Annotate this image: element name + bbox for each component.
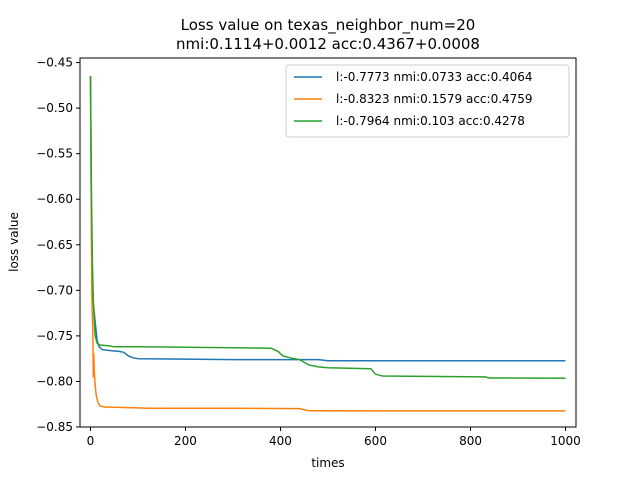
series-line-3 bbox=[89, 76, 566, 379]
legend-entry-3: l:-0.7964 nmi:0.103 acc:0.4278 bbox=[336, 114, 525, 128]
legend-box bbox=[285, 64, 570, 138]
y-tick-label: −0.85 bbox=[36, 420, 73, 434]
x-tick-label: 1000 bbox=[550, 434, 581, 448]
x-tick-label: 0 bbox=[87, 434, 95, 448]
y-tick-label: −0.45 bbox=[36, 56, 73, 70]
chart-subtitle: nmi:0.1114+0.0012 acc:0.4367+0.0008 bbox=[176, 35, 480, 53]
y-tick-label: −0.55 bbox=[36, 147, 73, 161]
x-axis-label: times bbox=[311, 456, 344, 470]
y-tick-label: −0.50 bbox=[36, 101, 73, 115]
y-ticks: −0.85 −0.80 −0.75 −0.70 −0.65 −0.60 −0.55 −0.50… bbox=[36, 56, 80, 434]
series-layer bbox=[89, 76, 566, 412]
x-tick-label: 400 bbox=[269, 434, 292, 448]
x-tick-label: 800 bbox=[459, 434, 482, 448]
legend-entry-2: l:-0.8323 nmi:0.1579 acc:0.4759 bbox=[336, 92, 533, 106]
y-tick-label: −0.70 bbox=[36, 283, 73, 297]
legend: l:-0.7773 nmi:0.0733 acc:0.4064 l:-0.8323… bbox=[285, 64, 570, 138]
x-tick-label: 600 bbox=[364, 434, 387, 448]
chart-title: Loss value on texas_neighbor_num=20 bbox=[180, 16, 476, 34]
x-ticks: 0 200 400 600 800 1000 bbox=[87, 427, 581, 448]
series-line-2 bbox=[89, 76, 566, 412]
y-axis-label: loss value bbox=[7, 212, 21, 272]
legend-entry-1: l:-0.7773 nmi:0.0733 acc:0.4064 bbox=[336, 70, 533, 84]
y-tick-label: −0.75 bbox=[36, 329, 73, 343]
y-tick-label: −0.65 bbox=[36, 238, 73, 252]
axes-frame bbox=[79, 57, 577, 428]
y-tick-label: −0.80 bbox=[36, 374, 73, 388]
x-tick-label: 200 bbox=[174, 434, 197, 448]
y-tick-label: −0.60 bbox=[36, 192, 73, 206]
